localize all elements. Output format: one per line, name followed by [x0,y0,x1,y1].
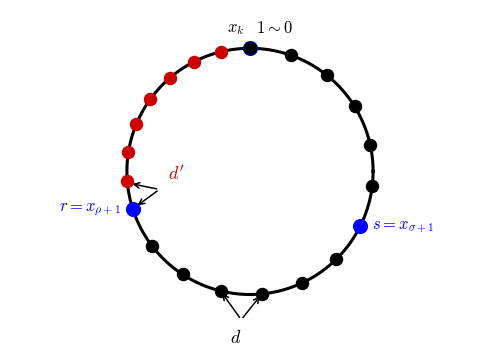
Point [216,288,224,294]
Text: $s = x_{\sigma+1}$: $s = x_{\sigma+1}$ [372,217,435,235]
Point [323,73,331,78]
Point [148,243,156,249]
Text: $d$: $d$ [230,329,241,347]
Point [190,59,198,65]
Point [124,149,132,155]
Point [246,46,254,51]
Point [298,280,306,286]
Text: $d'$: $d'$ [168,165,184,184]
Point [366,142,374,148]
Point [287,52,295,58]
Point [129,207,137,212]
Point [178,272,186,277]
Point [218,49,226,54]
Point [258,291,266,297]
Point [146,96,154,102]
Text: $r = x_{\rho+1}$: $r = x_{\rho+1}$ [60,200,121,218]
Text: $x_k$: $x_k$ [226,19,244,37]
Point [356,223,364,229]
Text: $1 \sim 0$: $1 \sim 0$ [256,19,292,37]
Point [246,46,254,51]
Point [166,75,174,81]
Point [124,178,132,184]
Point [350,104,358,109]
Point [132,121,140,127]
Point [368,184,376,189]
Point [332,257,340,262]
